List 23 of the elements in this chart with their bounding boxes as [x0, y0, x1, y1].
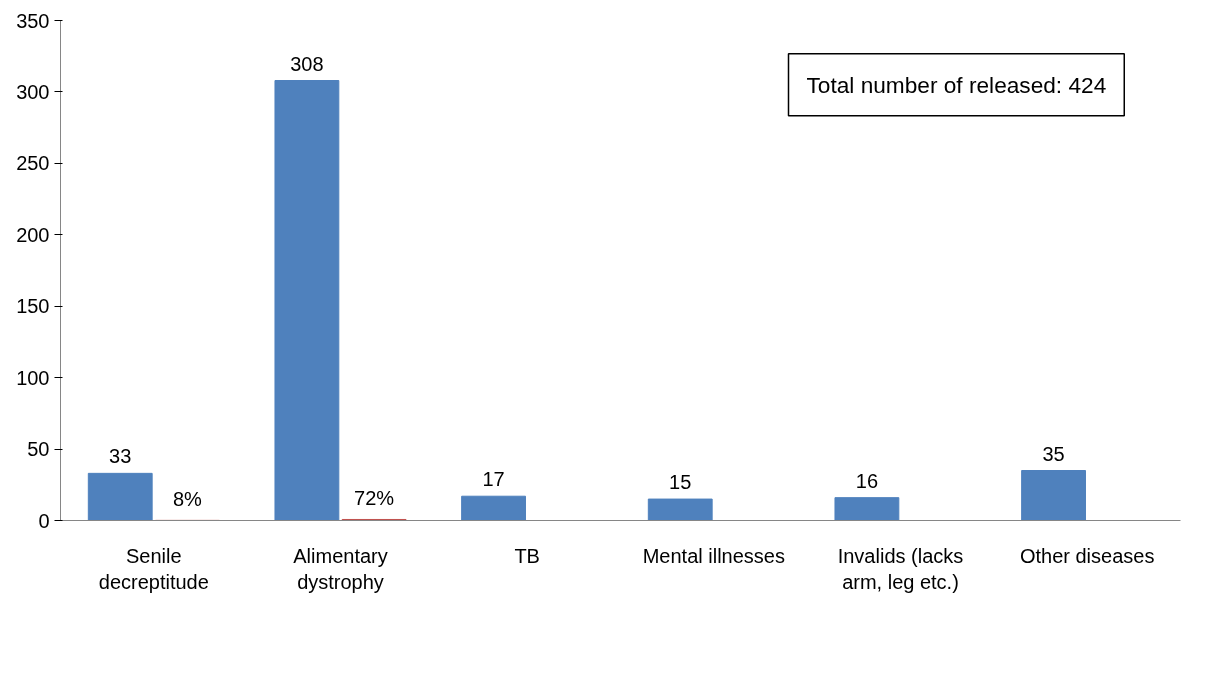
x-tick-label: Mental illnesses: [642, 544, 785, 567]
data-label: 308: [290, 52, 324, 75]
y-tick-label: 200: [16, 223, 50, 246]
data-label: 16: [855, 469, 879, 492]
x-tick-label: Alimentary dystrophy: [293, 544, 388, 593]
data-label: 72%: [354, 487, 395, 510]
x-tick-label: Senile decreptitude: [98, 544, 209, 593]
y-tick-label: 0: [38, 509, 50, 532]
y-tick-label: 300: [16, 80, 50, 103]
x-tick-label: TB: [514, 544, 540, 567]
y-tick-label: 50: [27, 438, 50, 461]
x-tick-label: Invalids (lacks arm, leg etc.): [837, 544, 964, 593]
y-tick-label: 150: [16, 295, 50, 318]
annotation: Total number of released: 424: [806, 71, 1107, 98]
data-label: 15: [669, 471, 692, 494]
x-tick-label: Other diseases: [1019, 544, 1155, 567]
y-tick-label: 250: [16, 152, 50, 175]
data-label: 35: [1042, 442, 1065, 465]
data-label: 8%: [172, 488, 203, 511]
y-tick-label: 350: [16, 9, 50, 32]
data-label: 17: [482, 468, 505, 491]
y-tick-label: 100: [16, 366, 50, 389]
data-label: 33: [109, 445, 132, 468]
